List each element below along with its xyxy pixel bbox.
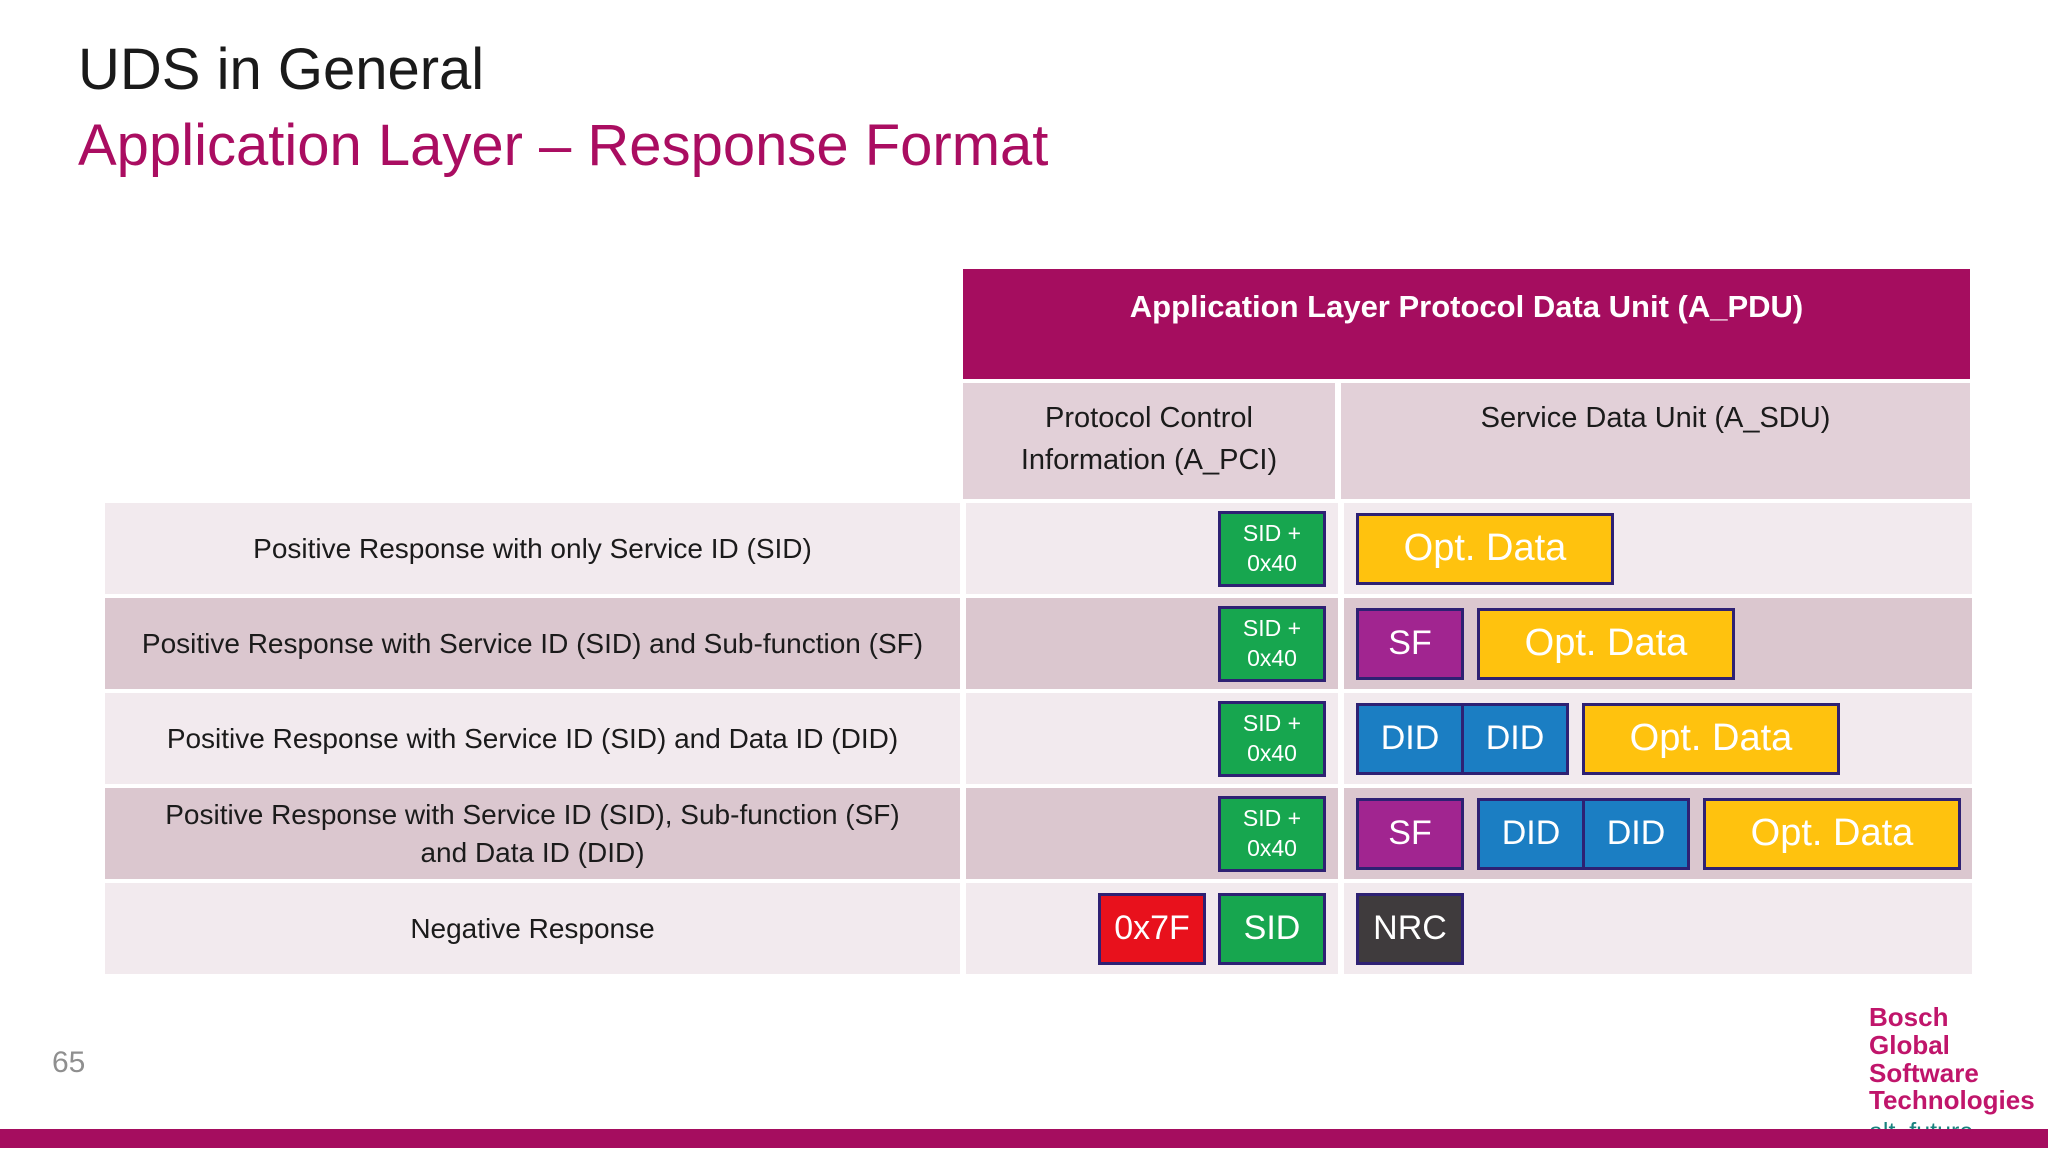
table-row: Positive Response with only Service ID (… bbox=[105, 503, 1973, 594]
box-label: SID bbox=[1243, 909, 1301, 947]
sid-plus-0x40-box: SID + 0x40 bbox=[1218, 510, 1326, 587]
box-label: SID + bbox=[1242, 614, 1302, 641]
box-label: DID bbox=[1501, 814, 1561, 852]
box-label: Opt. Data bbox=[1629, 717, 1793, 759]
row-sdu-cell: NRC bbox=[1344, 883, 1972, 974]
box-label: SF bbox=[1388, 814, 1432, 852]
box-label: SID + bbox=[1242, 519, 1302, 546]
box-label: SF bbox=[1388, 624, 1432, 662]
page-subtitle: Application Layer – Response Format bbox=[78, 113, 1049, 178]
table-row: Positive Response with Service ID (SID) … bbox=[105, 693, 1973, 784]
did-box: DID bbox=[1582, 797, 1690, 870]
did-box: DID bbox=[1477, 797, 1585, 870]
row-pci-cell: SID + 0x40 bbox=[966, 503, 1338, 594]
sid-plus-0x40-box: SID + 0x40 bbox=[1218, 795, 1326, 872]
logo-lines: Bosch Global Software Technologies bbox=[1869, 1002, 2035, 1116]
sid-box: SID bbox=[1218, 892, 1326, 965]
0x7f-box: 0x7F bbox=[1098, 892, 1206, 965]
sf-box: SF bbox=[1356, 797, 1464, 870]
sid-plus-0x40-box: SID + 0x40 bbox=[1218, 700, 1326, 777]
table-row: Positive Response with Service ID (SID),… bbox=[105, 788, 1973, 879]
box-label: SID + bbox=[1242, 804, 1302, 831]
box-label: 0x40 bbox=[1247, 834, 1297, 861]
logo-line: Software bbox=[1869, 1057, 1979, 1088]
did-box: DID bbox=[1461, 702, 1569, 775]
column-header-sdu: Service Data Unit (A_SDU) bbox=[1341, 383, 1970, 499]
logo-line: Bosch bbox=[1869, 1002, 1949, 1032]
box-label: Opt. Data bbox=[1403, 527, 1567, 569]
row-sdu-cell: SF DID DID Opt. Data bbox=[1344, 788, 1972, 879]
page-title: UDS in General bbox=[78, 37, 485, 102]
row-pci-cell: SID + 0x40 bbox=[966, 598, 1338, 689]
nrc-box: NRC bbox=[1356, 892, 1464, 965]
row-sdu-cell: SF Opt. Data bbox=[1344, 598, 1972, 689]
box-label: SID + bbox=[1242, 709, 1302, 736]
column-header-pci: Protocol Control Information (A_PCI) bbox=[963, 383, 1335, 499]
box-label: 0x40 bbox=[1247, 739, 1297, 766]
row-sdu-cell: Opt. Data bbox=[1344, 503, 1972, 594]
logo-line: Technologies bbox=[1869, 1085, 2035, 1116]
row-pci-cell: SID + 0x40 bbox=[966, 788, 1338, 879]
box-label: NRC bbox=[1373, 909, 1447, 947]
box-label: 0x40 bbox=[1247, 644, 1297, 671]
opt-data-box: Opt. Data bbox=[1477, 607, 1735, 680]
box-label: Opt. Data bbox=[1750, 812, 1914, 854]
box-label: DID bbox=[1380, 719, 1440, 757]
row-label: Positive Response with Service ID (SID),… bbox=[105, 788, 960, 879]
row-pci-cell: 0x7F SID bbox=[966, 883, 1338, 974]
opt-data-box: Opt. Data bbox=[1356, 512, 1614, 585]
sf-box: SF bbox=[1356, 607, 1464, 680]
table-row: Negative Response 0x7F SID NRC bbox=[105, 883, 1973, 974]
table-header: Application Layer Protocol Data Unit (A_… bbox=[963, 269, 1970, 379]
row-label: Positive Response with only Service ID (… bbox=[105, 503, 960, 594]
logo-line: Global bbox=[1869, 1029, 1950, 1060]
row-label: Negative Response bbox=[105, 883, 960, 974]
row-pci-cell: SID + 0x40 bbox=[966, 693, 1338, 784]
table-row: Positive Response with Service ID (SID) … bbox=[105, 598, 1973, 689]
box-label: 0x7F bbox=[1114, 909, 1190, 947]
box-label: DID bbox=[1485, 719, 1545, 757]
row-sdu-cell: DID DID Opt. Data bbox=[1344, 693, 1972, 784]
box-label: DID bbox=[1606, 814, 1666, 852]
row-label: Positive Response with Service ID (SID) … bbox=[105, 598, 960, 689]
opt-data-box: Opt. Data bbox=[1582, 702, 1840, 775]
opt-data-box: Opt. Data bbox=[1703, 797, 1961, 870]
box-label: Opt. Data bbox=[1524, 622, 1688, 664]
sid-plus-0x40-box: SID + 0x40 bbox=[1218, 605, 1326, 682]
row-label: Positive Response with Service ID (SID) … bbox=[105, 693, 960, 784]
page-number: 65 bbox=[52, 1046, 86, 1079]
bottom-bar bbox=[0, 1129, 2048, 1148]
box-label: 0x40 bbox=[1247, 549, 1297, 576]
did-box: DID bbox=[1356, 702, 1464, 775]
